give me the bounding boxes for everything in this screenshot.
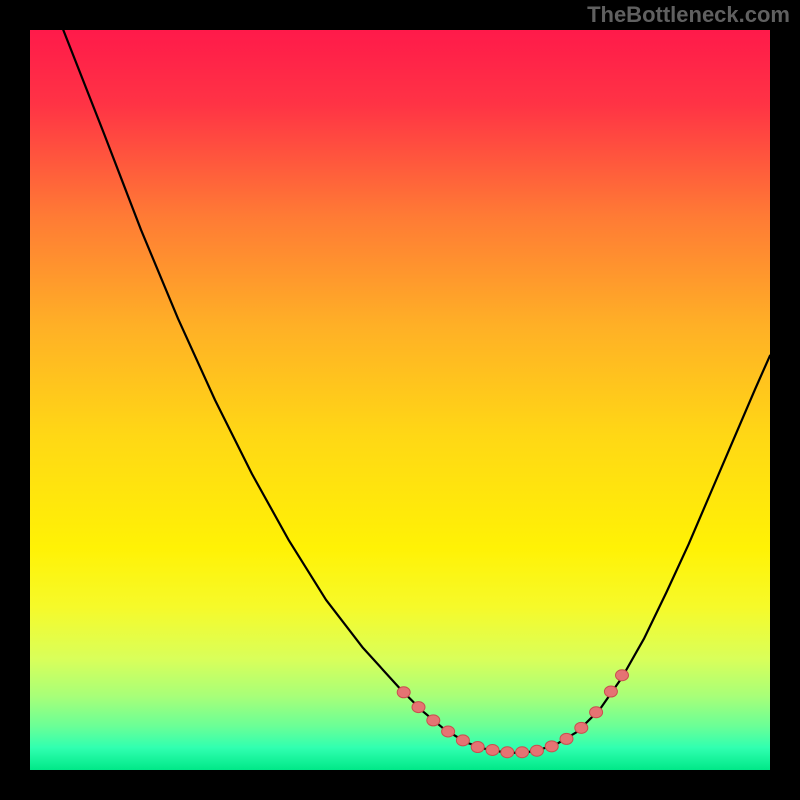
curve-marker	[412, 702, 425, 713]
bottleneck-chart	[30, 30, 770, 770]
curve-marker	[604, 686, 617, 697]
gradient-background	[30, 30, 770, 770]
curve-marker	[442, 726, 455, 737]
curve-marker	[590, 707, 603, 718]
curve-marker	[486, 745, 499, 756]
curve-marker	[616, 670, 629, 681]
curve-marker	[530, 745, 543, 756]
curve-marker	[471, 742, 484, 753]
curve-marker	[501, 747, 514, 758]
watermark-text: TheBottleneck.com	[587, 2, 790, 28]
curve-marker	[575, 722, 588, 733]
curve-marker	[516, 747, 529, 758]
curve-marker	[545, 741, 558, 752]
curve-marker	[397, 687, 410, 698]
curve-marker	[456, 735, 469, 746]
plot-area	[30, 30, 770, 770]
curve-marker	[560, 733, 573, 744]
curve-marker	[427, 715, 440, 726]
chart-container: TheBottleneck.com	[0, 0, 800, 800]
